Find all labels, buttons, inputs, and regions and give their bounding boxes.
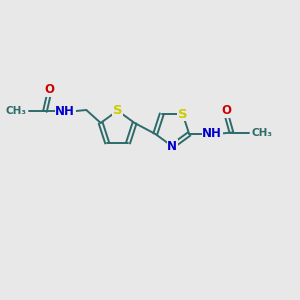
Text: NH: NH [55, 105, 75, 118]
Text: S: S [178, 107, 188, 121]
Text: CH₃: CH₃ [251, 128, 272, 137]
Text: NH: NH [202, 128, 222, 140]
Text: CH₃: CH₃ [5, 106, 26, 116]
Text: S: S [113, 104, 122, 117]
Text: N: N [167, 140, 177, 153]
Text: O: O [44, 83, 54, 96]
Text: O: O [221, 104, 231, 118]
